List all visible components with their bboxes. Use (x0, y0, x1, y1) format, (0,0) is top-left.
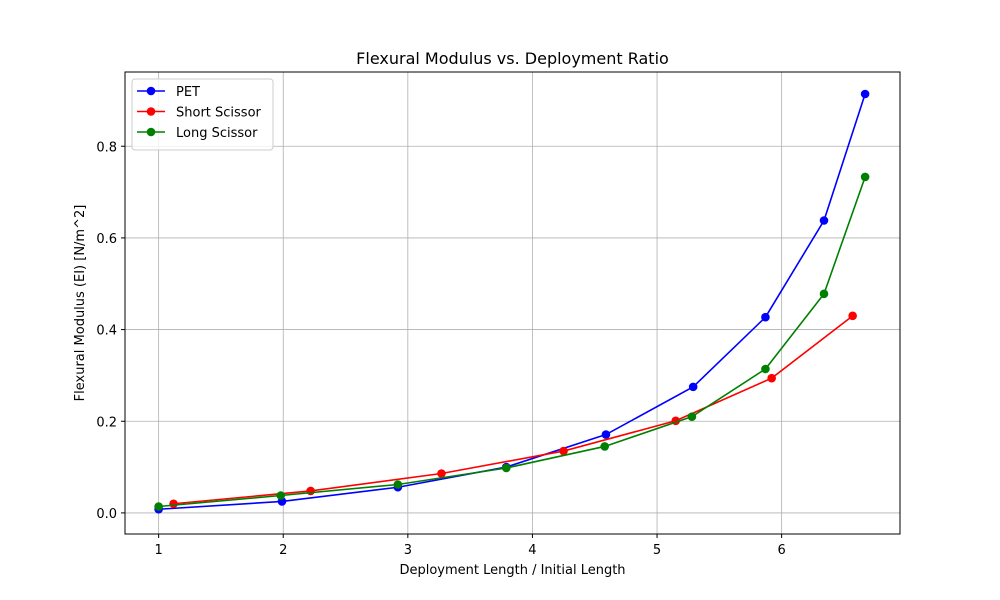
y-tick-label: 0.2 (96, 415, 117, 430)
legend-item-long-scissor: Long Scissor (137, 126, 258, 141)
data-point-short-scissor (306, 486, 315, 496)
axis-ticks: 1 2 3 4 5 6 0.0 0.2 0.4 0.6 0.8 (96, 140, 785, 558)
x-tick-label: 6 (777, 543, 785, 558)
chart-title: Flexural Modulus vs. Deployment Ratio (356, 49, 669, 68)
data-point-pet (819, 216, 829, 225)
legend-item-pet: PET (137, 85, 200, 100)
data-point-long-scissor (860, 172, 870, 182)
x-tick-label: 4 (528, 543, 536, 558)
legend-swatch-marker (146, 86, 156, 96)
data-point-long-scissor (276, 491, 286, 500)
series-long-scissor (154, 172, 870, 511)
series-layer (154, 89, 870, 514)
data-point-short-scissor (559, 446, 568, 456)
legend-label: Short Scissor (176, 106, 262, 121)
data-point-short-scissor (767, 373, 776, 383)
x-tick-label: 3 (404, 543, 412, 558)
series-pet (154, 89, 870, 514)
data-point-long-scissor (761, 364, 770, 374)
legend-label: Long Scissor (176, 126, 258, 141)
x-tick-label: 1 (155, 543, 163, 558)
legend: PET Short Scissor Long Scissor (131, 78, 274, 151)
data-point-pet (860, 89, 870, 99)
data-point-pet (601, 430, 611, 439)
data-point-short-scissor (169, 499, 178, 509)
legend-item-short-scissor: Short Scissor (137, 106, 262, 121)
data-point-pet (761, 312, 770, 322)
data-point-long-scissor (687, 412, 697, 421)
data-point-pet (688, 382, 698, 392)
data-point-long-scissor (393, 480, 403, 489)
plot-frame (124, 71, 901, 535)
legend-label: PET (176, 85, 200, 100)
legend-box (131, 78, 274, 151)
data-point-short-scissor (848, 311, 857, 321)
y-tick-label: 0.8 (96, 140, 117, 155)
series-line-long-scissor (158, 176, 866, 508)
series-line-short-scissor (173, 315, 854, 505)
y-tick-label: 0.0 (96, 507, 117, 522)
data-point-long-scissor (600, 442, 610, 451)
x-tick-label: 5 (653, 543, 661, 558)
legend-swatch-marker (146, 127, 156, 137)
legend-swatch-marker (146, 107, 156, 116)
y-tick-label: 0.6 (96, 232, 117, 247)
data-point-long-scissor (154, 502, 163, 511)
series-short-scissor (169, 311, 857, 509)
data-point-short-scissor (437, 469, 446, 478)
data-point-long-scissor (819, 289, 829, 299)
y-tick-label: 0.4 (96, 324, 117, 339)
data-point-long-scissor (501, 463, 511, 473)
series-line-pet (158, 93, 866, 511)
x-axis-label: Deployment Length / Initial Length (399, 563, 625, 578)
x-tick-label: 2 (279, 543, 287, 558)
y-axis-label: Flexural Modulus (EI) [N/m^2] (73, 205, 88, 402)
